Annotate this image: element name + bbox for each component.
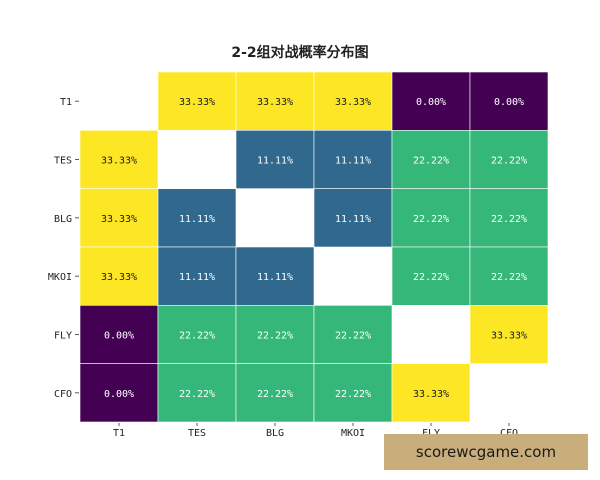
cell-label-blg-t1: 33.33%: [101, 214, 137, 225]
heatmap-cell-tes-cfo: [469, 130, 549, 189]
row-label-tes: TES: [54, 156, 72, 167]
heatmap-cell-t1-blg: [235, 71, 315, 131]
heatmap-cell-blg-cfo: [469, 188, 549, 248]
heatmap-cell-fly-t1: [79, 305, 159, 364]
heatmap-cell-cfo-blg: [235, 363, 315, 423]
heatmap-cell-fly-fly: [392, 305, 470, 364]
cell-label-tes-mkoi: 11.11%: [335, 156, 371, 167]
cell-label-tes-cfo: 22.22%: [491, 156, 527, 167]
heatmap-cell-cfo-tes: [157, 363, 237, 423]
heatmap-cell-fly-cfo: [469, 305, 549, 364]
chart-title: 2-2组对战概率分布图: [231, 45, 369, 61]
cell-label-fly-mkoi: 22.22%: [335, 331, 371, 342]
cell-label-cfo-mkoi: 22.22%: [335, 389, 371, 400]
heatmap-cell-blg-mkoi: [313, 188, 393, 248]
cell-label-tes-blg: 11.11%: [257, 156, 293, 167]
cell-label-t1-cfo: 0.00%: [494, 97, 524, 108]
heatmap-cell-t1-tes: [157, 71, 237, 131]
heatmap-cell-tes-t1: [79, 130, 159, 189]
cell-label-t1-tes: 33.33%: [179, 97, 215, 108]
heatmap-cell-t1-fly: [391, 71, 471, 131]
cell-label-blg-fly: 22.22%: [413, 214, 449, 225]
heatmap-cell-t1-mkoi: [313, 71, 393, 131]
row-label-blg: BLG: [54, 214, 72, 225]
col-label-t1: T1: [113, 428, 125, 439]
row-label-t1: T1: [60, 97, 72, 108]
cell-label-t1-mkoi: 33.33%: [335, 97, 371, 108]
cell-label-fly-blg: 22.22%: [257, 331, 293, 342]
cell-label-fly-cfo: 33.33%: [491, 331, 527, 342]
cell-label-blg-mkoi: 11.11%: [335, 214, 371, 225]
cell-label-mkoi-tes: 11.11%: [179, 272, 215, 283]
cell-label-cfo-blg: 22.22%: [257, 389, 293, 400]
cell-label-t1-fly: 0.00%: [416, 97, 446, 108]
heatmap-cells: [79, 71, 549, 423]
col-label-cfo: CFO: [500, 428, 518, 439]
heatmap-cell-mkoi-tes: [157, 246, 237, 306]
cell-label-mkoi-blg: 11.11%: [257, 272, 293, 283]
heatmap-cell-cfo-cfo: [470, 363, 548, 422]
heatmap-cell-tes-tes: [158, 130, 236, 189]
heatmap-cell-fly-blg: [235, 305, 315, 364]
heatmap-cell-mkoi-cfo: [469, 246, 549, 306]
heatmap-cell-labels: 33.33% 33.33% 33.33% 0.00% 0.00% 33.33% 11.11%…: [101, 97, 527, 400]
cell-label-fly-t1: 0.00%: [104, 331, 134, 342]
cell-label-cfo-fly: 33.33%: [413, 389, 449, 400]
heatmap-cell-mkoi-mkoi: [314, 247, 392, 306]
cell-label-cfo-tes: 22.22%: [179, 389, 215, 400]
y-axis-tick-labels: T1 TES BLG MKOI FLY CFO: [48, 97, 79, 400]
heatmap-cell-blg-tes: [157, 188, 237, 248]
x-axis-tick-labels: T1 TES BLG MKOI FLY CFO: [113, 423, 518, 439]
heatmap-cell-tes-blg: [235, 130, 315, 189]
cell-label-mkoi-t1: 33.33%: [101, 272, 137, 283]
heatmap-cell-t1-t1: [80, 72, 158, 131]
heatmap-cell-mkoi-blg: [235, 246, 315, 306]
cell-label-mkoi-cfo: 22.22%: [491, 272, 527, 283]
heatmap-cell-blg-blg: [236, 188, 314, 247]
row-label-cfo: CFO: [54, 389, 72, 400]
heatmap-cell-fly-tes: [157, 305, 237, 364]
cell-label-tes-t1: 33.33%: [101, 156, 137, 167]
row-label-fly: FLY: [54, 331, 72, 342]
heatmap-cell-mkoi-t1: [79, 246, 159, 306]
cell-label-tes-fly: 22.22%: [413, 156, 449, 167]
cell-label-blg-cfo: 22.22%: [491, 214, 527, 225]
cell-label-cfo-t1: 0.00%: [104, 389, 134, 400]
heatmap-cell-blg-fly: [391, 188, 471, 248]
row-label-mkoi: MKOI: [48, 272, 72, 283]
col-label-blg: BLG: [266, 428, 284, 439]
cell-label-fly-tes: 22.22%: [179, 331, 215, 342]
heatmap-cell-tes-mkoi: [313, 130, 393, 189]
heatmap-cell-cfo-mkoi: [313, 363, 393, 423]
watermark-text: scorewcgame.com: [415, 443, 557, 461]
col-label-tes: TES: [188, 428, 206, 439]
cell-label-blg-tes: 11.11%: [179, 214, 215, 225]
col-label-fly: FLY: [422, 428, 440, 439]
col-label-mkoi: MKOI: [341, 428, 365, 439]
cell-label-mkoi-fly: 22.22%: [413, 272, 449, 283]
cell-label-t1-blg: 33.33%: [257, 97, 293, 108]
heatmap-cell-mkoi-fly: [391, 246, 471, 306]
watermark-banner: scorewcgame.com: [384, 434, 588, 470]
heatmap-cell-t1-cfo: [469, 71, 549, 131]
